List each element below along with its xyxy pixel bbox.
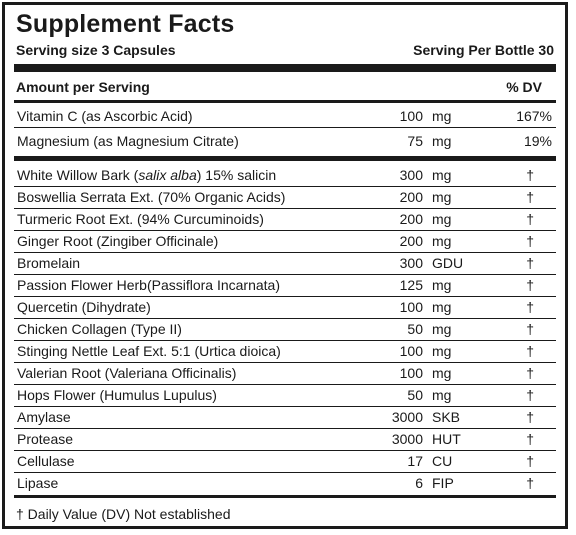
amount-per-serving-header: Amount per Serving	[16, 79, 150, 95]
ingredient-unit: mg	[432, 233, 452, 249]
ingredient-row: Protease 3000 HUT †	[14, 429, 556, 451]
ingredient-name: Cellulase	[17, 453, 75, 469]
ingredient-name: Ginger Root (Zingiber Officinale)	[17, 233, 219, 249]
ingredient-name: Bromelain	[17, 255, 81, 271]
ingredient-dv: †	[526, 255, 534, 271]
medium-divider	[14, 100, 556, 103]
ingredient-unit: mg	[432, 189, 452, 205]
ingredient-amount: 100	[399, 365, 423, 381]
ingredient-unit: mg	[432, 167, 452, 183]
ingredient-name: Passion Flower Herb(Passiflora Incarnata…	[17, 277, 280, 293]
ingredient-unit: mg	[432, 299, 452, 315]
ingredient-row: Cellulase 17 CU †	[14, 451, 556, 473]
ingredient-unit: FIP	[432, 475, 454, 491]
ingredient-amount: 17	[407, 453, 423, 469]
ingredient-name: Hops Flower (Humulus Lupulus)	[17, 387, 217, 403]
ingredient-dv: †	[526, 189, 534, 205]
nutrient-amount: 100	[399, 108, 423, 124]
ingredient-row: Quercetin (Dihydrate) 100 mg †	[14, 297, 556, 319]
nutrient-amount: 75	[407, 133, 423, 149]
ingredient-name: Valerian Root (Valeriana Officinalis)	[17, 365, 237, 381]
daily-value-footnote: † Daily Value (DV) Not established	[16, 506, 231, 522]
ingredient-row: Turmeric Root Ext. (94% Curcuminoids) 20…	[14, 209, 556, 231]
nutrient-dv: 19%	[523, 133, 552, 149]
nutrient-unit: mg	[432, 108, 452, 124]
amount-header-row: Amount per Serving % DV	[16, 78, 554, 96]
nutrient-row: Vitamin C (as Ascorbic Acid) 100 mg 167%	[14, 106, 556, 128]
ingredient-name: Quercetin (Dihydrate)	[17, 299, 151, 315]
dv-header: % DV	[506, 79, 542, 95]
ingredient-dv: †	[526, 299, 534, 315]
ingredient-dv: †	[526, 409, 534, 425]
ingredient-name: Chicken Collagen (Type II)	[17, 321, 182, 337]
nutrient-unit: mg	[432, 133, 452, 149]
ingredient-dv: †	[526, 365, 534, 381]
ingredient-row: Lipase 6 FIP †	[14, 473, 556, 494]
ingredient-amount: 50	[407, 387, 423, 403]
nutrient-name: Vitamin C (as Ascorbic Acid)	[17, 108, 193, 124]
ingredient-unit: mg	[432, 277, 452, 293]
ingredient-name: Boswellia Serrata Ext. (70% Organic Acid…	[17, 189, 286, 205]
ingredient-name: Amylase	[17, 409, 71, 425]
servings-per-bottle: Serving Per Bottle 30	[413, 42, 554, 58]
ingredient-name: Stinging Nettle Leaf Ext. 5:1 (Urtica di…	[17, 343, 281, 359]
ingredient-dv: †	[526, 475, 534, 491]
ingredient-unit: mg	[432, 321, 452, 337]
ingredient-amount: 300	[399, 255, 423, 271]
nutrient-name: Magnesium (as Magnesium Citrate)	[17, 133, 239, 149]
ingredient-unit: mg	[432, 211, 452, 227]
ingredient-amount: 200	[399, 233, 423, 249]
ingredient-dv: †	[526, 321, 534, 337]
ingredient-unit: CU	[432, 453, 453, 469]
ingredient-dv: †	[526, 211, 534, 227]
nutrient-row: Magnesium (as Magnesium Citrate) 75 mg 1…	[14, 131, 556, 152]
ingredient-amount: 300	[399, 167, 423, 183]
panel-title: Supplement Facts	[16, 10, 235, 38]
ingredient-amount: 125	[399, 277, 423, 293]
ingredient-amount: 6	[415, 475, 423, 491]
ingredient-unit: SKB	[432, 409, 461, 425]
ingredient-name: Lipase	[17, 475, 59, 491]
serving-size: Serving size 3 Capsules	[16, 42, 176, 58]
ingredient-unit: GDU	[432, 255, 464, 271]
ingredient-unit: mg	[432, 365, 452, 381]
ingredient-row: Chicken Collagen (Type II) 50 mg †	[14, 319, 556, 341]
ingredient-row: Passion Flower Herb(Passiflora Incarnata…	[14, 275, 556, 297]
ingredient-amount: 200	[399, 189, 423, 205]
thick-divider	[14, 156, 556, 161]
ingredient-unit: HUT	[432, 431, 461, 447]
ingredient-amount: 3000	[391, 409, 423, 425]
ingredient-dv: †	[526, 387, 534, 403]
ingredient-amount: 3000	[391, 431, 423, 447]
medium-divider	[14, 495, 556, 498]
ingredient-dv: †	[526, 453, 534, 469]
ingredient-name: Protease	[17, 431, 74, 447]
ingredient-dv: †	[526, 431, 534, 447]
supplement-facts-panel: Supplement Facts Serving size 3 Capsules…	[2, 2, 568, 529]
ingredient-amount: 50	[407, 321, 423, 337]
thick-divider	[14, 64, 556, 72]
ingredient-unit: mg	[432, 387, 452, 403]
serving-info: Serving size 3 Capsules Serving Per Bott…	[16, 41, 554, 59]
ingredient-row: Bromelain 300 GDU †	[14, 253, 556, 275]
ingredient-amount: 100	[399, 343, 423, 359]
ingredient-amount: 200	[399, 211, 423, 227]
ingredient-name: White Willow Bark (salix alba) 15% salic…	[17, 167, 277, 183]
ingredient-row: Ginger Root (Zingiber Officinale) 200 mg…	[14, 231, 556, 253]
ingredient-unit: mg	[432, 343, 452, 359]
ingredient-row: Boswellia Serrata Ext. (70% Organic Acid…	[14, 187, 556, 209]
ingredient-row: Hops Flower (Humulus Lupulus) 50 mg †	[14, 385, 556, 407]
ingredient-dv: †	[526, 233, 534, 249]
ingredient-name: Turmeric Root Ext. (94% Curcuminoids)	[17, 211, 264, 227]
ingredient-dv: †	[526, 167, 534, 183]
ingredient-row: Stinging Nettle Leaf Ext. 5:1 (Urtica di…	[14, 341, 556, 363]
ingredient-row: Valerian Root (Valeriana Officinalis) 10…	[14, 363, 556, 385]
ingredient-dv: †	[526, 343, 534, 359]
ingredient-row: White Willow Bark (salix alba) 15% salic…	[14, 165, 556, 187]
ingredient-dv: †	[526, 277, 534, 293]
nutrient-dv: 167%	[516, 108, 552, 124]
ingredient-row: Amylase 3000 SKB †	[14, 407, 556, 429]
ingredient-amount: 100	[399, 299, 423, 315]
